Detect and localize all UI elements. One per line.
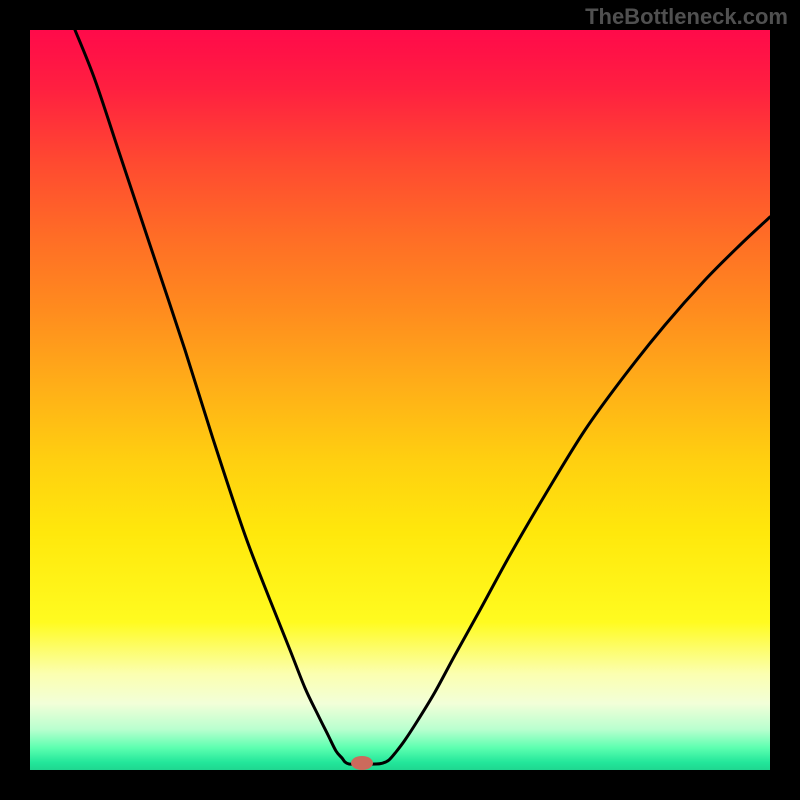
watermark-text: TheBottleneck.com (585, 4, 788, 30)
bottleneck-chart (0, 0, 800, 800)
chart-container: { "watermark": "TheBottleneck.com", "cha… (0, 0, 800, 800)
plot-background (30, 30, 770, 770)
minimum-marker (351, 756, 373, 770)
